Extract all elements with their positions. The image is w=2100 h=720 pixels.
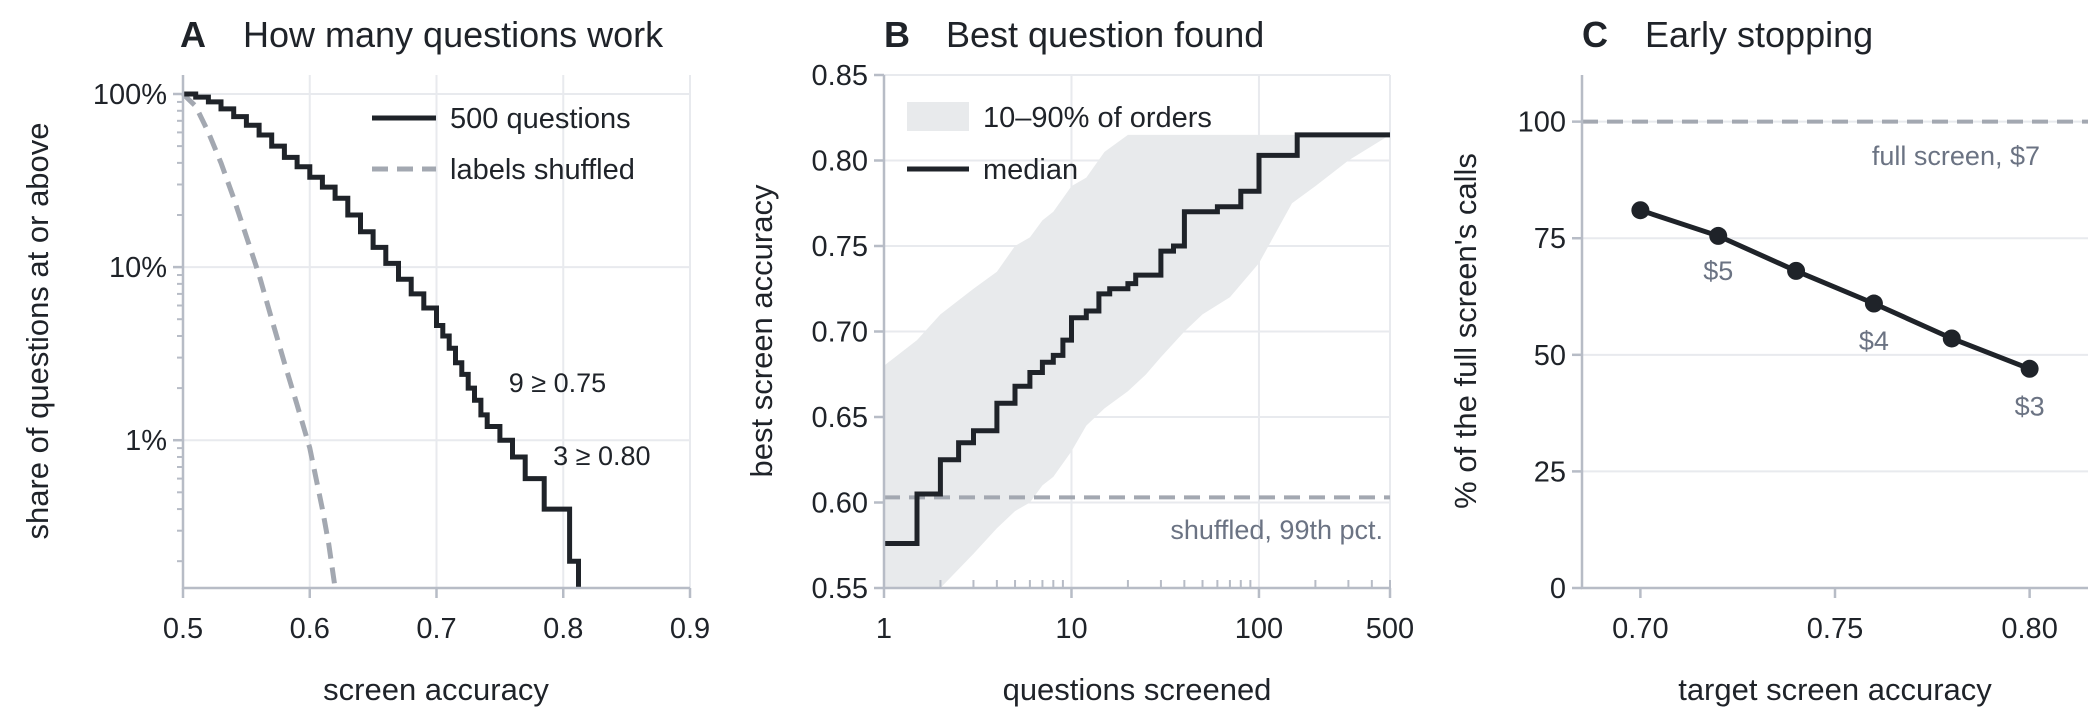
panel-c-point — [1631, 201, 1650, 220]
panel-b-minor-ticks — [939, 580, 1391, 588]
panel-a-y-tick-label: 1% — [125, 425, 167, 457]
panel-a-legend-label-main: 500 questions — [450, 103, 631, 135]
panel-b-y-tick-label: 0.60 — [812, 488, 868, 520]
panel-b-y-tick-label: 0.80 — [812, 146, 868, 178]
panel-c-point — [1942, 329, 1961, 348]
panel-a-line-labels-shuffled — [181, 92, 338, 589]
panel-b-line-median — [884, 132, 1390, 546]
panel-c-reference-label: full screen, $7 — [1872, 141, 2040, 171]
panel-a-lines — [181, 91, 581, 589]
panel-b-band-10-90 — [884, 134, 1390, 588]
panel-a-grid — [182, 75, 691, 588]
panel-a-x-ticks: 0.5 0.6 0.7 0.8 0.9 — [163, 588, 710, 645]
panel-b-y-tick-label: 0.70 — [812, 317, 868, 349]
panel-c-cost-annotation: $4 — [1859, 326, 1889, 356]
panel-a-x-tick-label: 0.9 — [670, 613, 710, 645]
panel-c-point — [2020, 359, 2039, 378]
panel-c-y-tick-label: 0 — [1550, 573, 1566, 605]
panel-a-letter: A — [180, 14, 206, 55]
panel-b-x-tick-label: 500 — [1366, 613, 1414, 645]
panel-b-y-tick-label: 0.65 — [812, 402, 868, 434]
panel-a-line-500-questions — [183, 91, 581, 588]
panel-c-line — [1639, 207, 2031, 372]
panel-b-y-tick-label: 0.55 — [812, 573, 868, 605]
panel-b-legend-label-band: 10–90% of orders — [983, 102, 1212, 134]
panel-a-x-tick-label: 0.6 — [290, 613, 330, 645]
panel-b-x-axis-label: questions screened — [1003, 672, 1272, 707]
panel-c-x-tick-label: 0.70 — [1612, 613, 1668, 645]
panel-c-x-tick-label: 0.80 — [2001, 613, 2057, 645]
panel-c-cost-annotation: $5 — [1703, 256, 1733, 286]
panel-c-title: Early stopping — [1645, 14, 1873, 55]
panel-a-x-tick-label: 0.8 — [543, 613, 583, 645]
panel-a-x-tick-label: 0.7 — [416, 613, 456, 645]
panel-b-letter: B — [884, 14, 910, 55]
panel-a-annotation: 3 ≥ 0.80 — [553, 441, 650, 471]
panel-b-legend-label-median: median — [983, 154, 1078, 186]
panel-b-y-ticks: 0.55 0.60 0.65 0.70 0.75 0.80 0.85 — [812, 60, 884, 605]
panel-b-y-tick-label: 0.75 — [812, 231, 868, 263]
panel-a-y-tick-label: 100% — [93, 79, 167, 111]
panel-a-annotation: 9 ≥ 0.75 — [509, 368, 606, 398]
panel-c-y-tick-label: 75 — [1534, 223, 1566, 255]
panel-b-x-ticks: 1 10 100 500 — [876, 588, 1414, 645]
panel-b-x-tick-label: 100 — [1235, 613, 1283, 645]
panel-a: A How many questions work 0.5 0.6 0.7 0.8 0.… — [20, 14, 710, 707]
panel-a-y-ticks: 100% 10% 1% — [93, 79, 183, 457]
panel-b-y-tick-label: 0.85 — [812, 60, 868, 92]
panel-a-legend: 500 questions labels shuffled — [372, 103, 635, 186]
panel-c-grid — [1582, 120, 2088, 589]
panel-b-title: Best question found — [946, 14, 1264, 55]
panel-a-y-tick-label: 10% — [109, 252, 167, 284]
panel-c-y-axis-label: % of the full screen's calls — [1448, 153, 1483, 509]
panel-c-point — [1787, 261, 1806, 280]
panel-a-legend-label-shuffled: labels shuffled — [450, 154, 635, 186]
panel-c-y-tick-label: 25 — [1534, 456, 1566, 488]
panel-c-point — [1709, 226, 1728, 245]
panel-b-x-tick-label: 10 — [1055, 613, 1087, 645]
panel-c-y-tick-label: 50 — [1534, 340, 1566, 372]
panel-b-x-tick-label: 1 — [876, 613, 892, 645]
panel-b-y-axis-label: best screen accuracy — [744, 184, 779, 477]
panel-c-x-tick-label: 0.75 — [1807, 613, 1863, 645]
panel-c-x-ticks: 0.70 0.75 0.80 — [1612, 588, 2058, 645]
panel-c-letter: C — [1582, 14, 1608, 55]
panel-a-minor-ticks — [177, 100, 183, 563]
panel-b-legend: 10–90% of orders median — [907, 102, 1212, 186]
panel-c-cost-annotation: $3 — [2015, 391, 2045, 421]
panel-a-title: How many questions work — [243, 14, 664, 55]
panel-c-y-tick-label: 100 — [1518, 107, 1566, 139]
panel-b-reference-label: shuffled, 99th pct. — [1170, 515, 1383, 545]
panel-c-point — [1864, 294, 1883, 313]
panel-c-x-axis-label: target screen accuracy — [1678, 672, 1992, 707]
panel-c: C Early stopping 0.70 0.75 0.80 0 25 50 75 100… — [1448, 14, 2088, 707]
panel-c-y-ticks: 0 25 50 75 100 — [1518, 107, 1582, 605]
panel-b: B Best question found 1 10 100 500 0.55 0.60… — [744, 14, 1414, 707]
panel-a-x-axis-label: screen accuracy — [323, 672, 549, 707]
panel-a-y-axis-label: share of questions at or above — [20, 122, 55, 539]
panel-a-x-tick-label: 0.5 — [163, 613, 203, 645]
panel-b-legend-swatch-band — [907, 102, 969, 131]
